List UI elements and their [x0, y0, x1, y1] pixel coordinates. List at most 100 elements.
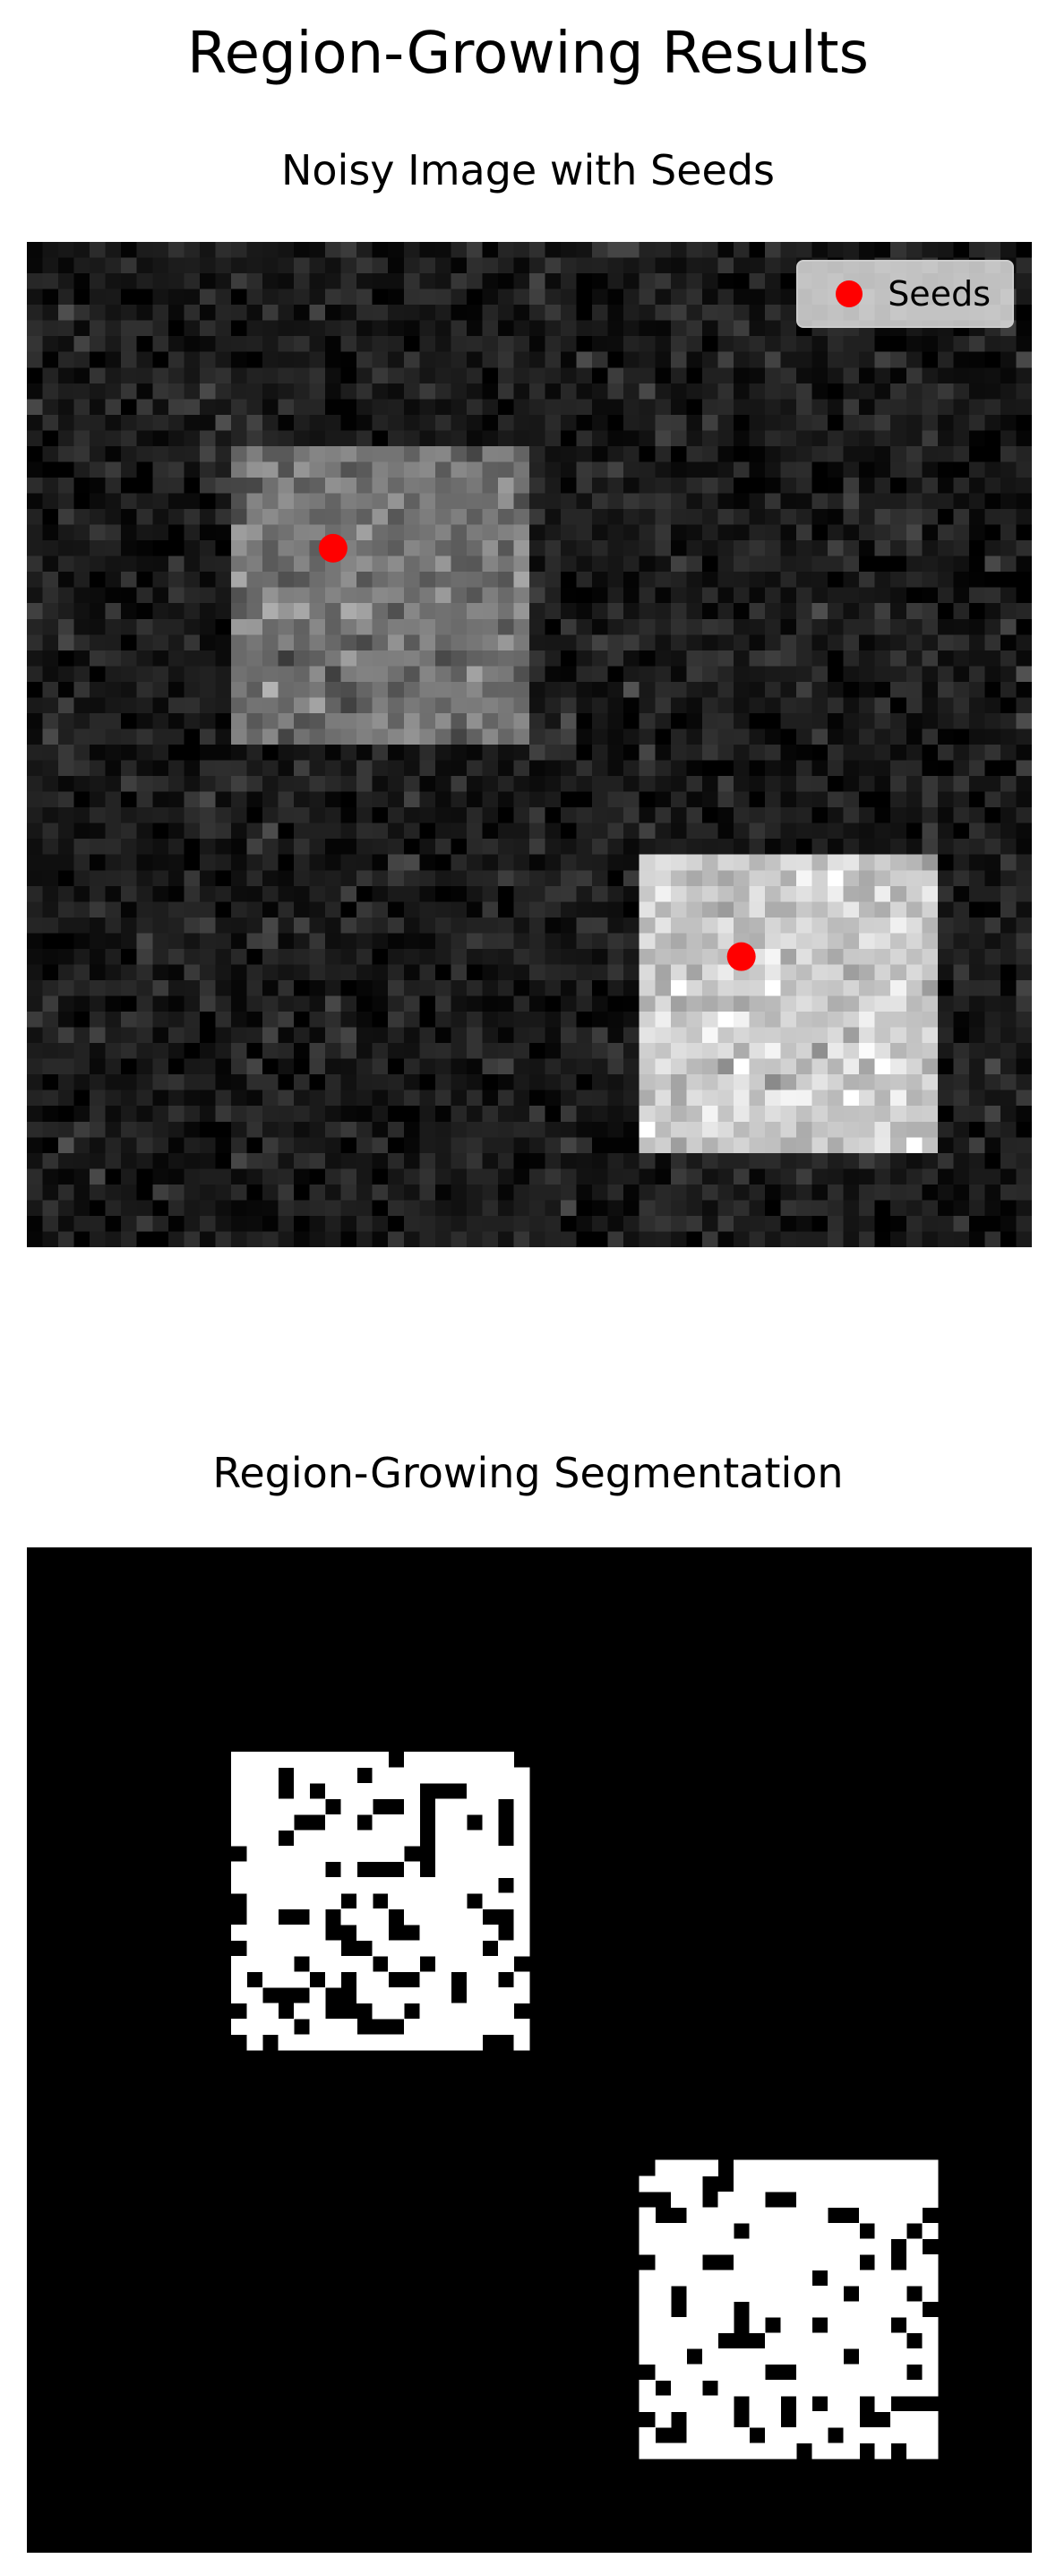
pixel: [655, 870, 672, 887]
pixel: [796, 477, 813, 495]
pixel: [686, 477, 703, 495]
pixel: [937, 477, 954, 495]
pixel: [497, 618, 515, 635]
pixel: [262, 776, 279, 793]
pixel: [121, 289, 138, 306]
pixel: [953, 745, 970, 762]
pixel: [340, 257, 357, 274]
pixel: [655, 681, 672, 699]
pixel: [670, 1152, 687, 1169]
pixel: [686, 257, 703, 274]
pixel: [403, 885, 420, 902]
pixel: [294, 477, 311, 495]
pixel: [325, 870, 342, 887]
pixel: [529, 1090, 546, 1107]
pixel: [655, 430, 672, 447]
pixel: [953, 1121, 970, 1138]
pixel: [717, 650, 734, 667]
pixel: [372, 712, 389, 730]
pixel: [749, 823, 766, 840]
pixel: [1000, 650, 1017, 667]
pixel: [482, 493, 499, 510]
pixel: [372, 1043, 389, 1060]
pixel: [545, 964, 562, 981]
mask-pixel: [278, 1940, 295, 1957]
pixel: [937, 540, 954, 557]
mask-pixel: [686, 2442, 703, 2460]
pixel: [796, 760, 813, 777]
mask-pixel: [701, 2442, 718, 2460]
pixel: [623, 242, 640, 259]
pixel: [167, 336, 185, 353]
pixel: [843, 351, 860, 368]
pixel: [843, 745, 860, 762]
pixel: [466, 745, 484, 762]
pixel: [717, 1012, 734, 1029]
pixel: [968, 1074, 986, 1091]
pixel: [230, 430, 248, 447]
pixel: [230, 901, 248, 918]
pixel: [246, 964, 263, 981]
mask-pixel: [340, 2034, 357, 2051]
pixel: [230, 979, 248, 997]
pixel: [42, 728, 59, 745]
pixel: [874, 242, 891, 259]
pixel: [859, 1012, 876, 1029]
pixel: [152, 540, 169, 557]
pixel: [733, 854, 751, 871]
pixel: [843, 885, 860, 902]
pixel: [42, 885, 59, 902]
pixel: [246, 697, 263, 714]
pixel: [451, 728, 468, 745]
pixel: [294, 556, 311, 573]
pixel: [717, 320, 734, 337]
pixel: [497, 979, 515, 997]
mask-pixel: [686, 2395, 703, 2412]
pixel: [623, 933, 640, 950]
seed-point-1: [318, 533, 348, 563]
pixel: [340, 1184, 357, 1202]
pixel: [701, 1152, 718, 1169]
pixel: [733, 760, 751, 777]
pixel: [922, 933, 939, 950]
pixel: [670, 1184, 687, 1202]
pixel: [356, 1200, 373, 1217]
pixel: [27, 540, 44, 557]
pixel: [230, 618, 248, 635]
pixel: [701, 1231, 718, 1247]
pixel: [796, 556, 813, 573]
pixel: [121, 572, 138, 589]
pixel: [828, 1106, 845, 1123]
pixel: [230, 839, 248, 856]
pixel: [340, 273, 357, 290]
pixel: [780, 791, 797, 808]
mask-pixel: [466, 1798, 484, 1815]
pixel: [356, 1184, 373, 1202]
pixel: [749, 933, 766, 950]
pixel: [90, 383, 107, 400]
pixel: [717, 1168, 734, 1185]
pixel: [27, 839, 44, 856]
pixel: [592, 933, 609, 950]
pixel: [953, 383, 970, 400]
pixel: [686, 572, 703, 589]
pixel: [639, 1168, 656, 1185]
pixel: [828, 367, 845, 384]
pixel: [796, 745, 813, 762]
pixel: [749, 650, 766, 667]
pixel: [937, 414, 954, 431]
pixel: [733, 524, 751, 541]
pixel: [167, 995, 185, 1012]
pixel: [576, 572, 593, 589]
pixel: [984, 603, 1001, 620]
pixel: [968, 885, 986, 902]
pixel: [42, 1200, 59, 1217]
pixel: [230, 242, 248, 259]
pixel: [655, 242, 672, 259]
pixel: [686, 351, 703, 368]
mask-pixel: [466, 2003, 484, 2020]
pixel: [294, 854, 311, 871]
pixel: [199, 650, 216, 667]
pixel: [451, 336, 468, 353]
pixel: [27, 666, 44, 683]
